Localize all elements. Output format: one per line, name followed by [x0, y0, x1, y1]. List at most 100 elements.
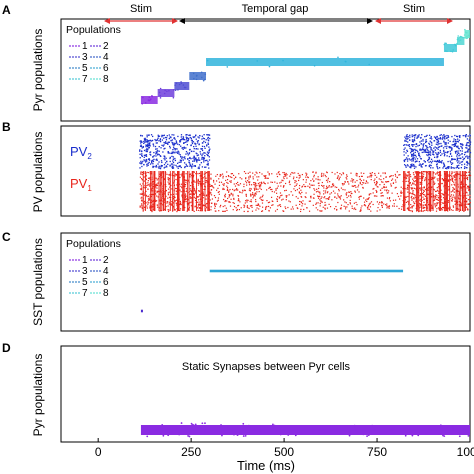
pv2-spike [420, 165, 422, 168]
pyr-static-spike [245, 424, 248, 427]
pv2-spike [406, 160, 409, 162]
pv2-spike [407, 144, 409, 146]
pv1-spike [170, 203, 172, 205]
pv1-spike [388, 176, 391, 178]
pyr-pop-2-spike [164, 89, 166, 92]
pv2-spike [469, 151, 472, 154]
pv2-spike [416, 136, 418, 138]
pv1-spike [358, 196, 360, 198]
pv1-spike [249, 171, 251, 173]
pv1-spike [451, 198, 454, 201]
pv2-spike [426, 148, 428, 151]
pv1-spike [189, 188, 191, 190]
pv1-spike [197, 173, 199, 175]
pv1-spike [235, 207, 237, 209]
pv2-spike [207, 143, 210, 146]
pv2-spike [182, 159, 184, 161]
pyr-pop-6-band [443, 44, 457, 52]
pyr-static-spike [167, 434, 170, 437]
pv1-spike [304, 203, 306, 205]
pv1-spike [452, 196, 454, 198]
pv1-spike [379, 189, 382, 191]
pyr-pop-3-spike [178, 83, 181, 86]
legend-marker-dot [75, 292, 77, 294]
pv2-spike [421, 151, 423, 154]
pv1-spike [229, 205, 232, 207]
pv2-spike [181, 158, 183, 160]
pyr-static-spike [263, 430, 266, 433]
pv1-spike [209, 193, 211, 195]
pv1-spike [448, 189, 450, 191]
pv2-spike [139, 140, 141, 142]
pv1-spike [184, 183, 187, 186]
legend-marker-dot [78, 281, 80, 283]
pv1-spike [288, 181, 290, 184]
pv1-spike [163, 198, 166, 200]
pyr-pop-7-spike [459, 39, 462, 41]
pv1-spike [380, 195, 382, 197]
pv2-spike [433, 156, 436, 158]
pv1-spike [218, 184, 221, 187]
pv1-spike [457, 197, 459, 199]
pyr-static-spike [259, 429, 261, 432]
pv2-spike [456, 165, 458, 167]
pv2-spike [195, 143, 197, 145]
pv1-spike [320, 175, 323, 178]
pv2-spike [156, 142, 158, 144]
pv2-spike [188, 161, 190, 164]
pv2-spike [443, 163, 445, 165]
pv1-spike [221, 173, 224, 175]
pv1-spike [330, 186, 332, 188]
pv1-spike [326, 181, 329, 183]
pv2-spike [439, 161, 441, 163]
pv1-spike [168, 177, 171, 180]
pyr-static-spike [171, 430, 173, 433]
pv2-spike [469, 148, 471, 150]
pv1-spike [247, 207, 249, 209]
pv1-spike [317, 187, 320, 190]
legend-entry-8: 8 [90, 288, 109, 299]
pv2-spike [201, 158, 203, 160]
pv2-spike [463, 157, 465, 160]
pv1-spike [415, 180, 417, 182]
pv1-spike [378, 203, 380, 205]
pv2-spike [420, 164, 422, 167]
pv1-spike [437, 197, 440, 199]
pv2-spike [412, 160, 415, 162]
pyr-static-spike [389, 428, 392, 431]
pv2-spike [404, 136, 406, 138]
pv2-spike [146, 150, 148, 153]
pv2-spike [437, 139, 439, 142]
pv1-spike [388, 207, 390, 209]
pv1-spike [202, 204, 205, 206]
pv1-spike [334, 196, 336, 198]
pv1-spike [433, 177, 435, 179]
pv2-spike [196, 160, 198, 162]
pv2-spike [428, 161, 430, 163]
pv1-spike [211, 185, 213, 187]
pv1-spike [220, 174, 222, 176]
pv2-spike [149, 145, 151, 147]
pv1-spike [343, 205, 345, 207]
pv1-spike [259, 205, 261, 207]
pv2-spike [192, 160, 194, 162]
pv2-spike [185, 134, 187, 136]
pyr-pop-3-spike [174, 84, 176, 86]
pv1-spike [147, 195, 150, 197]
pv1-label-text: PV [70, 176, 88, 191]
pv1-spike [291, 206, 294, 208]
legend-entry-2: 2 [90, 255, 109, 266]
pv1-spike [159, 191, 161, 193]
pv1-spike [465, 197, 468, 199]
legend-entry-6: 6 [90, 277, 109, 288]
pv1-spike [342, 183, 344, 185]
pv1-spike [260, 198, 262, 201]
pv1-spike [282, 171, 284, 174]
pv1-spike [209, 192, 211, 194]
pyr-pop-6-spike [443, 43, 446, 46]
pv1-spike [145, 202, 147, 204]
pyr-static-spike [442, 434, 444, 437]
pv1-spike [390, 175, 392, 177]
pv2-spike [203, 134, 205, 136]
pv1-spike [300, 195, 302, 198]
